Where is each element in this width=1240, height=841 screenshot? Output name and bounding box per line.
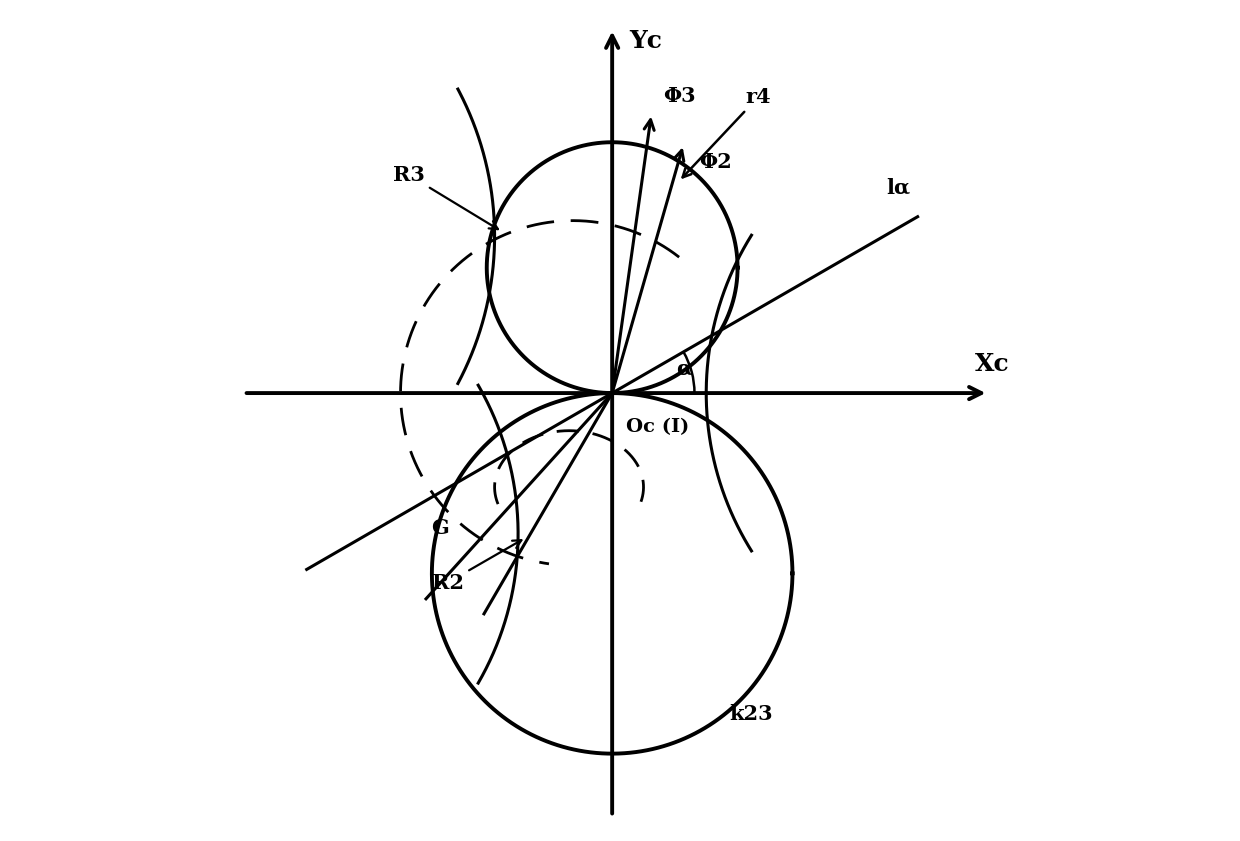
Text: Φ2: Φ2	[699, 152, 732, 172]
Text: R3: R3	[393, 165, 498, 229]
Text: α: α	[677, 359, 693, 379]
Text: r4: r4	[682, 87, 771, 177]
Text: G: G	[432, 518, 449, 538]
Text: k23: k23	[729, 705, 774, 724]
Text: Xc: Xc	[975, 352, 1009, 376]
Text: Oc (I): Oc (I)	[626, 418, 689, 436]
Text: Φ3: Φ3	[663, 86, 696, 106]
Text: R2: R2	[432, 540, 521, 593]
Text: lα: lα	[887, 177, 910, 197]
Text: Yc: Yc	[630, 29, 662, 53]
